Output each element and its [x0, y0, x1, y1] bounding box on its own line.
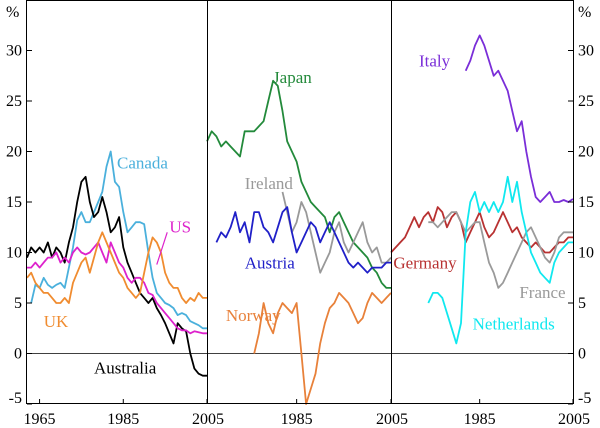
us-pointer	[156, 232, 168, 265]
label-us: US	[169, 217, 191, 236]
line-uk	[26, 231, 207, 304]
y-tick-label-left: 0	[14, 346, 22, 363]
line-france	[428, 211, 573, 289]
y-tick-label-right: 0	[578, 346, 586, 363]
label-austria: Austria	[245, 254, 296, 273]
x-tick-label: 1985	[107, 411, 139, 428]
series-lines	[26, 34, 574, 405]
line-norway	[253, 291, 392, 405]
line-netherlands	[427, 175, 573, 345]
label-canada: Canada	[117, 154, 168, 173]
x-tick-label: 1965	[24, 411, 56, 428]
line-germany	[390, 206, 573, 254]
x-tick-label: 1985	[281, 411, 313, 428]
y-tick-label-right: 20	[578, 144, 594, 161]
y-tick-label-right: 10	[578, 245, 594, 262]
line-canada	[30, 150, 207, 330]
y-unit-label-right: %	[578, 4, 591, 21]
label-australia: Australia	[94, 359, 157, 378]
label-netherlands: Netherlands	[473, 314, 555, 333]
axis-ticks: -5 -5 0 0 5 5 10 10 15 15 20 20 25 25 30 30 1965 1985 2005…	[6, 43, 594, 428]
line-us	[27, 241, 207, 335]
line-italy	[464, 34, 574, 203]
label-germany: Germany	[393, 254, 457, 273]
y-tick-label-left: 5	[14, 295, 22, 312]
line-austria	[215, 206, 391, 274]
plot-frame	[26, 0, 574, 404]
y-tick-label-right: 5	[578, 295, 586, 312]
label-italy: Italy	[419, 52, 451, 71]
x-tick-label: 2005	[192, 411, 224, 428]
y-unit-label-left: %	[6, 4, 19, 21]
y-tick-label-right: -5	[578, 390, 591, 407]
y-tick-label-left: -5	[9, 390, 22, 407]
x-tick-label: 2005	[558, 411, 590, 428]
x-tick-label: 2005	[376, 411, 408, 428]
label-france: France	[519, 283, 565, 302]
y-tick-label-left: 30	[6, 43, 22, 60]
line-ireland	[281, 191, 392, 274]
y-tick-label-left: 20	[6, 144, 22, 161]
label-ireland: Ireland	[245, 174, 294, 193]
y-tick-label-left: 15	[6, 194, 22, 211]
y-tick-label-left: 25	[6, 93, 22, 110]
y-tick-label-left: 10	[6, 245, 22, 262]
label-japan: Japan	[273, 68, 312, 87]
line-japan	[206, 79, 391, 289]
y-tick-label-right: 30	[578, 43, 594, 60]
y-tick-label-right: 15	[578, 194, 594, 211]
y-tick-label-right: 25	[578, 93, 594, 110]
label-uk: UK	[44, 312, 69, 331]
x-tick-label: 1985	[464, 411, 496, 428]
line-australia	[26, 175, 207, 377]
label-norway: Norway	[226, 306, 281, 325]
series-labels: Canada US UK Australia Japan Ireland Austria No…	[44, 52, 566, 378]
